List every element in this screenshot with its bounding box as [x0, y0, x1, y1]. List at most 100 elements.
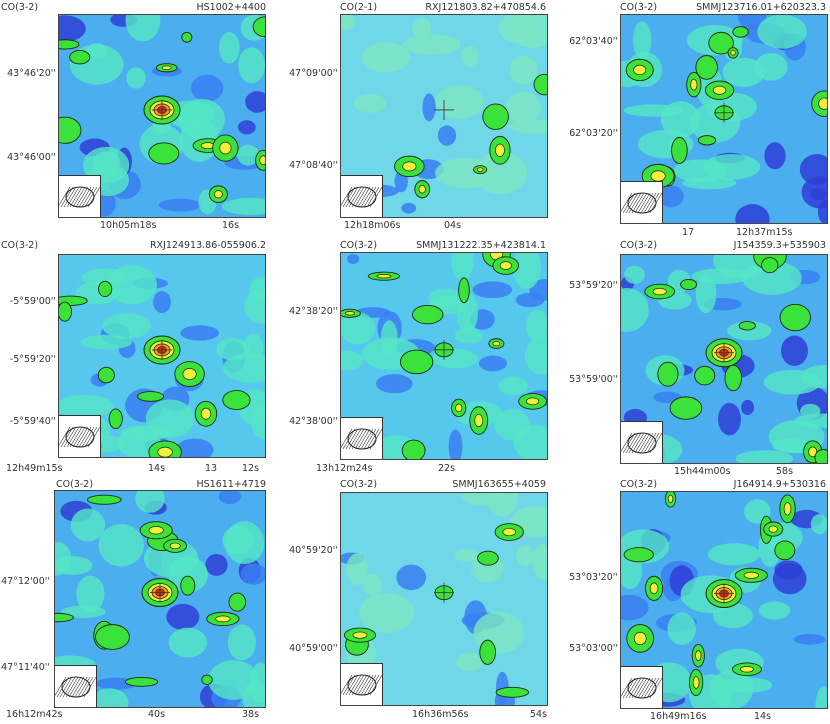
dec-tick: -5°59'20'' [9, 354, 56, 365]
moment-map [58, 14, 266, 218]
emission-trough [180, 325, 220, 341]
emission-clump [633, 64, 647, 76]
beam-hatch [360, 674, 374, 696]
ra-tick: 22s [438, 463, 456, 474]
emission-patch [682, 176, 737, 190]
ra-tick: 13h12m24s [316, 463, 373, 474]
beam-hatch [71, 676, 85, 698]
emission-clump [680, 278, 698, 291]
beam-hatch [646, 677, 660, 699]
beam-hatch [59, 186, 71, 206]
emission-trough [347, 254, 360, 265]
emission-patch [727, 321, 772, 341]
beam-hatch [637, 192, 651, 214]
emission-clump [495, 686, 529, 698]
emission-clump [482, 103, 509, 130]
emission-clump [808, 446, 818, 458]
emission-patch [76, 575, 105, 613]
ra-tick: 16s [222, 220, 240, 231]
emission-patch [341, 311, 375, 345]
emission-patch [86, 43, 108, 58]
beam-hatch [84, 426, 98, 448]
emission-trough [240, 563, 265, 585]
emission-clump [458, 277, 470, 304]
emission-patch [757, 15, 807, 49]
emission-patch [145, 399, 195, 438]
panel-header: CO(2-1) RXJ121803.82+470854.6 [280, 0, 550, 14]
beam-hatch [360, 186, 374, 208]
map-svg [59, 255, 265, 457]
beam-hatch [622, 677, 636, 699]
beam-hatch [56, 676, 70, 698]
source-name: J164914.9+530316 [733, 479, 826, 490]
emission-clump [708, 31, 734, 55]
emission-clump [695, 55, 718, 80]
emission-trough [191, 74, 224, 102]
emission-patch [801, 364, 827, 389]
ra-tick: 13 [205, 463, 218, 474]
emission-clump [649, 582, 659, 595]
emission-trough [741, 399, 755, 416]
dec-tick: 53°03'00'' [569, 643, 618, 654]
emission-clump [59, 39, 80, 50]
emission-clump [411, 305, 444, 325]
panel-header: CO(3-2) SMMJ131222.35+423814.1 [280, 238, 550, 252]
emission-patch [227, 624, 256, 661]
panel-3: CO(3-2) SMMJ123716.01+620323.3 62°03'40'… [560, 0, 830, 240]
emission-patch [454, 328, 483, 344]
beam-hatch [62, 676, 76, 698]
emission-clump [137, 391, 165, 402]
emission-patch [754, 53, 788, 81]
emission-patch [498, 376, 528, 396]
emission-clump [495, 143, 505, 157]
moment-map [54, 490, 266, 708]
emission-trough [621, 594, 649, 621]
ra-tick: 54s [530, 709, 548, 720]
beam-hatch [345, 674, 359, 696]
emission-patch [712, 603, 753, 629]
emission-patch [168, 556, 208, 593]
panel-header: CO(3-2) J164914.9+530316 [560, 477, 830, 491]
emission-patch [223, 353, 265, 383]
emission-patch [512, 253, 541, 290]
emission-patch [83, 146, 130, 184]
emission-patch [513, 424, 547, 459]
moment-map [340, 14, 548, 218]
emission-trough [659, 185, 684, 208]
emission-patch [509, 55, 538, 85]
ra-tick: 40s [148, 709, 166, 720]
beam-hatch [369, 428, 383, 450]
emission-clump [401, 439, 426, 459]
emission-patch [126, 67, 146, 89]
emission-patch [695, 274, 717, 314]
emission-clump [87, 494, 122, 505]
emission-clump [474, 413, 484, 428]
beam-hatch [646, 192, 660, 214]
dec-tick: 47°09'00'' [289, 68, 338, 79]
beam-hatch [640, 677, 654, 699]
emission-clump [779, 303, 811, 332]
beam-icon [59, 415, 101, 457]
moment-map [340, 492, 548, 706]
beam-hatch [72, 186, 86, 208]
line-label: CO(3-2) [620, 2, 658, 13]
dec-tick: 42°38'00'' [289, 416, 338, 427]
ra-tick: 12h37m15s [736, 227, 793, 238]
emission-clump [479, 639, 496, 665]
beam-hatch [621, 432, 633, 452]
ra-tick: 14s [148, 463, 166, 474]
panel-header: CO(3-2) HS1611+4719 [0, 477, 270, 491]
source-name: HS1611+4719 [196, 479, 267, 490]
ra-tick: 12h18m06s [344, 220, 401, 231]
beam-hatch [342, 674, 356, 696]
dec-tick: -5°59'00'' [9, 296, 56, 307]
emission-trough [166, 603, 200, 630]
emission-patch [361, 42, 411, 73]
emission-clump [228, 592, 247, 612]
beam-hatch [341, 674, 353, 694]
ra-tick: 58s [776, 466, 794, 477]
beam-hatch [351, 428, 365, 450]
source-name: RXJ124913.86-055906.2 [149, 240, 266, 251]
beam-hatch [622, 432, 636, 454]
beam-hatch [366, 186, 380, 208]
